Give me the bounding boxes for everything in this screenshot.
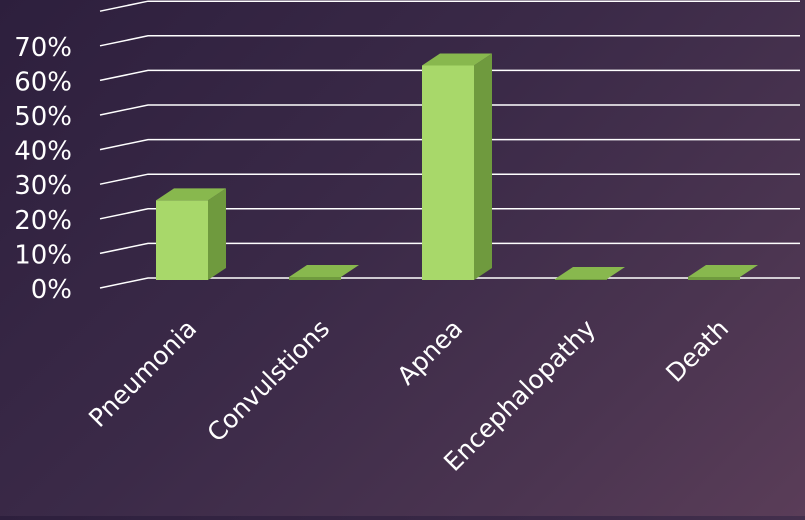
- bar: [422, 53, 492, 281]
- bar-top: [555, 267, 625, 279]
- y-tick-label: 10%: [14, 240, 72, 270]
- gridline: [99, 35, 800, 47]
- x-tick-label: Death: [660, 314, 734, 388]
- bar-front: [156, 200, 208, 280]
- gridline: [99, 208, 800, 220]
- bar: [688, 265, 758, 280]
- y-tick-label: 70%: [14, 33, 72, 63]
- x-tick-label: Pneumonia: [83, 314, 202, 433]
- bar-front: [688, 277, 740, 280]
- x-tick-label: Apnea: [391, 314, 468, 391]
- bar-side: [474, 53, 492, 281]
- x-tick-label: Convulstions: [202, 314, 336, 448]
- bar-side: [208, 188, 226, 280]
- gridline: [99, 138, 800, 151]
- bar-front: [422, 65, 474, 280]
- gridline: [99, 104, 800, 116]
- y-tick-label: 60%: [14, 67, 72, 97]
- y-tick-label: 30%: [14, 171, 72, 201]
- bar-top: [289, 265, 359, 277]
- gridline: [99, 242, 800, 255]
- y-tick-label: 40%: [14, 137, 72, 167]
- bar-top: [422, 53, 492, 66]
- bar-top: [688, 265, 758, 277]
- y-tick-label: 20%: [14, 206, 72, 236]
- bar: [289, 265, 359, 280]
- bar: [156, 188, 226, 280]
- bar-top: [156, 188, 226, 201]
- gridline: [99, 173, 800, 185]
- gridline: [99, 69, 800, 82]
- bar-front: [555, 279, 607, 280]
- y-tick-label: 0%: [31, 275, 72, 305]
- bar-front: [289, 277, 341, 280]
- y-tick-label: 50%: [14, 102, 72, 132]
- bar: [555, 267, 625, 280]
- gridline: [99, 0, 800, 12]
